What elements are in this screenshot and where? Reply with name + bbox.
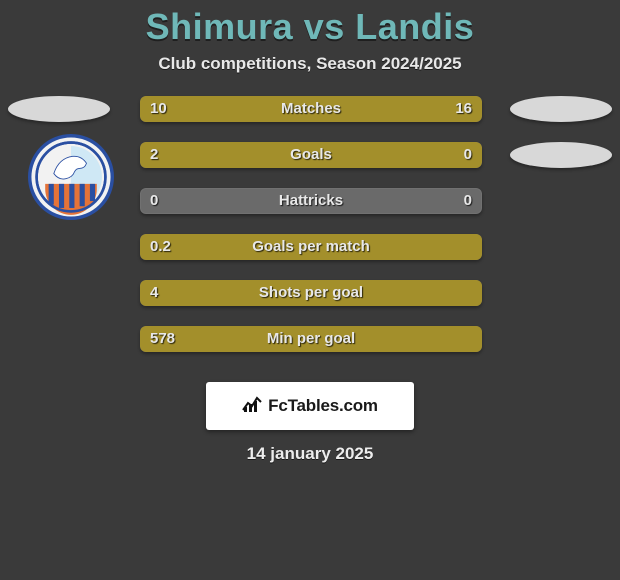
stat-bar: 2Goals0 xyxy=(140,142,482,168)
stat-row: 0Hattricks0 xyxy=(0,188,620,234)
player-right-avatar xyxy=(510,142,612,168)
page-title: Shimura vs Landis xyxy=(0,6,620,48)
stat-value-right: 0 xyxy=(464,142,472,168)
vs-separator: vs xyxy=(304,6,345,47)
source-badge[interactable]: FcTables.com xyxy=(206,382,414,430)
player-right-name: Landis xyxy=(355,6,474,47)
source-label: FcTables.com xyxy=(268,396,378,416)
stat-bar: 0.2Goals per match xyxy=(140,234,482,260)
stat-bar: 10Matches16 xyxy=(140,96,482,122)
stats-list: 10Matches16 2Goals00Hattricks00.2Goals p… xyxy=(0,96,620,372)
snapshot-date: 14 january 2025 xyxy=(0,444,620,464)
player-left-avatar xyxy=(8,96,110,122)
stat-label: Min per goal xyxy=(140,326,482,352)
stat-bar: 0Hattricks0 xyxy=(140,188,482,214)
stat-bar: 578Min per goal xyxy=(140,326,482,352)
stat-label: Goals per match xyxy=(140,234,482,260)
stat-row: 2Goals0 xyxy=(0,142,620,188)
stat-label: Goals xyxy=(140,142,482,168)
stat-row: 4Shots per goal xyxy=(0,280,620,326)
stat-label: Hattricks xyxy=(140,188,482,214)
subtitle: Club competitions, Season 2024/2025 xyxy=(0,54,620,74)
stat-label: Shots per goal xyxy=(140,280,482,306)
comparison-card: Shimura vs Landis Club competitions, Sea… xyxy=(0,0,620,580)
stat-bar: 4Shots per goal xyxy=(140,280,482,306)
stat-row: 578Min per goal xyxy=(0,326,620,372)
chart-icon xyxy=(242,395,262,418)
stat-label: Matches xyxy=(140,96,482,122)
stat-value-right: 16 xyxy=(455,96,472,122)
player-right-avatar xyxy=(510,96,612,122)
stat-value-right: 0 xyxy=(464,188,472,214)
player-left-name: Shimura xyxy=(146,6,294,47)
stat-row: 0.2Goals per match xyxy=(0,234,620,280)
